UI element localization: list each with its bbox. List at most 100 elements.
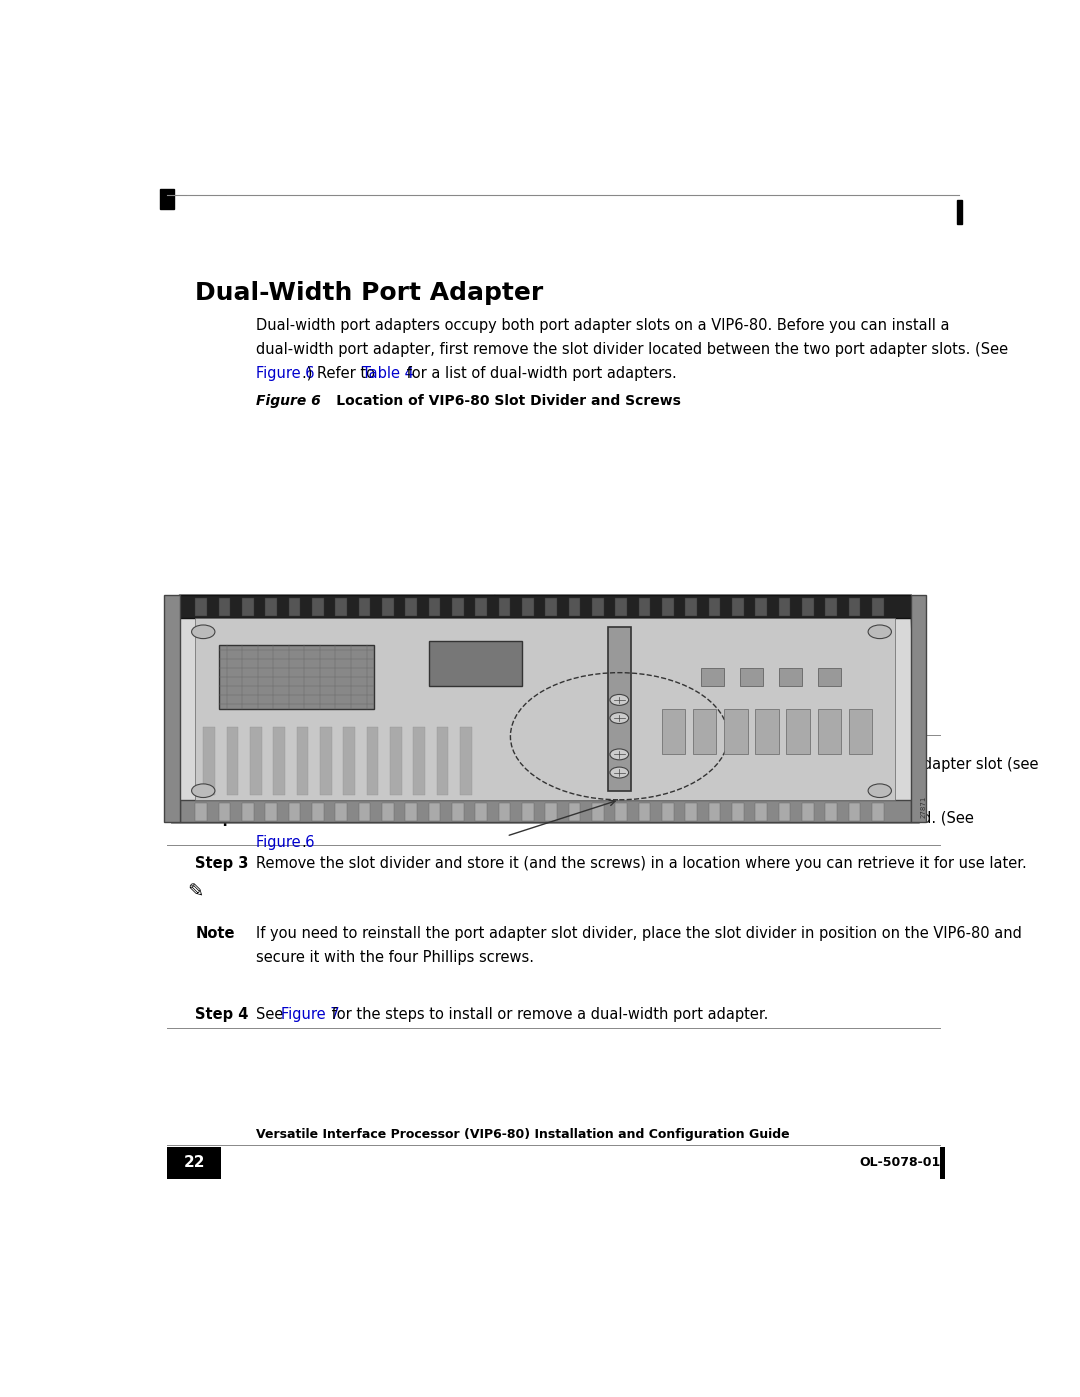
Text: Remove the four slot divider screws that secure the slot divider to the VIP6-80 : Remove the four slot divider screws that… bbox=[256, 810, 974, 826]
Bar bbox=[802, 803, 813, 821]
Bar bbox=[910, 595, 927, 823]
Bar bbox=[638, 803, 650, 821]
Bar bbox=[608, 627, 631, 791]
Bar bbox=[219, 803, 230, 821]
Bar bbox=[336, 803, 347, 821]
Bar bbox=[475, 598, 487, 616]
Bar bbox=[359, 598, 370, 616]
Text: See: See bbox=[256, 1007, 288, 1021]
Text: ).: ). bbox=[301, 781, 312, 796]
Bar bbox=[569, 598, 580, 616]
Text: .: . bbox=[301, 834, 307, 849]
Bar bbox=[195, 803, 207, 821]
Bar bbox=[825, 803, 837, 821]
Bar bbox=[312, 598, 324, 616]
Text: .) Refer to: .) Refer to bbox=[301, 366, 379, 380]
Bar bbox=[180, 595, 910, 619]
Bar bbox=[755, 598, 767, 616]
Circle shape bbox=[610, 712, 629, 724]
Bar bbox=[429, 598, 441, 616]
Text: Remove the slot divider and store it (and the screws) in a location where you ca: Remove the slot divider and store it (an… bbox=[256, 856, 1027, 872]
Bar bbox=[312, 803, 324, 821]
Bar bbox=[849, 598, 861, 616]
Text: Use the following procedure to remove the slot divider from a VIP6-80:: Use the following procedure to remove th… bbox=[256, 712, 774, 728]
Bar bbox=[429, 803, 441, 821]
Bar bbox=[638, 598, 650, 616]
Bar bbox=[160, 189, 174, 208]
Bar bbox=[755, 710, 779, 754]
Bar bbox=[740, 668, 764, 686]
Bar bbox=[242, 598, 254, 616]
Bar bbox=[453, 598, 463, 616]
Bar bbox=[242, 803, 254, 821]
Bar bbox=[166, 1147, 221, 1179]
Bar bbox=[755, 803, 767, 821]
Text: Versatile Interface Processor (VIP6-80) Installation and Configuration Guide: Versatile Interface Processor (VIP6-80) … bbox=[256, 1129, 789, 1141]
Polygon shape bbox=[172, 595, 919, 823]
Text: for a list of dual-width port adapters.: for a list of dual-width port adapters. bbox=[402, 366, 677, 380]
Bar bbox=[390, 726, 402, 795]
Bar bbox=[297, 726, 308, 795]
Bar bbox=[266, 803, 278, 821]
Bar bbox=[203, 726, 215, 795]
Text: Step 1: Step 1 bbox=[195, 757, 248, 773]
Bar bbox=[693, 710, 716, 754]
Bar bbox=[872, 803, 883, 821]
Bar bbox=[405, 803, 417, 821]
Bar bbox=[592, 598, 604, 616]
Bar bbox=[475, 803, 487, 821]
Bar bbox=[849, 803, 861, 821]
Circle shape bbox=[868, 784, 891, 798]
Bar bbox=[320, 726, 332, 795]
Bar bbox=[195, 617, 895, 799]
Circle shape bbox=[610, 694, 629, 705]
Bar bbox=[818, 668, 841, 686]
Text: 22: 22 bbox=[184, 1155, 205, 1171]
Text: OL-5078-01: OL-5078-01 bbox=[859, 1157, 941, 1169]
Bar bbox=[266, 598, 278, 616]
Bar bbox=[359, 803, 370, 821]
Bar bbox=[249, 726, 261, 795]
Text: Screw holes for septum: Screw holes for septum bbox=[414, 624, 577, 638]
Bar bbox=[686, 803, 697, 821]
Circle shape bbox=[868, 624, 891, 638]
Text: Step 4: Step 4 bbox=[195, 1007, 248, 1021]
Bar bbox=[616, 598, 627, 616]
Bar bbox=[288, 598, 300, 616]
Bar bbox=[732, 803, 744, 821]
Text: Location of VIP6-80 Slot Divider and Screws: Location of VIP6-80 Slot Divider and Scr… bbox=[307, 394, 680, 408]
Bar bbox=[818, 710, 841, 754]
Text: 27871: 27871 bbox=[920, 795, 927, 819]
Bar bbox=[779, 598, 791, 616]
Bar bbox=[701, 668, 725, 686]
Circle shape bbox=[191, 624, 215, 638]
Bar bbox=[545, 803, 557, 821]
Bar bbox=[616, 803, 627, 821]
Bar bbox=[708, 803, 720, 821]
Text: for the steps to install or remove a dual-width port adapter.: for the steps to install or remove a dua… bbox=[326, 1007, 768, 1021]
Bar bbox=[522, 803, 534, 821]
Bar bbox=[227, 726, 239, 795]
Bar bbox=[405, 598, 417, 616]
Text: Dual-Width Port Adapter: Dual-Width Port Adapter bbox=[195, 281, 543, 305]
Bar bbox=[872, 598, 883, 616]
Bar bbox=[336, 598, 347, 616]
Text: Figure 6: Figure 6 bbox=[256, 394, 321, 408]
Bar bbox=[453, 803, 463, 821]
Bar bbox=[288, 803, 300, 821]
Bar bbox=[414, 726, 424, 795]
Text: Step 3: Step 3 bbox=[195, 856, 248, 872]
Bar bbox=[779, 668, 802, 686]
Bar bbox=[849, 710, 872, 754]
Bar bbox=[802, 598, 813, 616]
Bar bbox=[436, 726, 448, 795]
Circle shape bbox=[610, 767, 629, 778]
Text: secure it with the four Phillips screws.: secure it with the four Phillips screws. bbox=[256, 950, 535, 965]
Text: Figure 7: Figure 7 bbox=[256, 781, 315, 796]
Bar bbox=[219, 598, 230, 616]
Bar bbox=[686, 598, 697, 616]
Circle shape bbox=[191, 784, 215, 798]
Bar bbox=[164, 595, 180, 823]
Bar bbox=[382, 598, 394, 616]
Text: Table 4: Table 4 bbox=[362, 366, 414, 380]
